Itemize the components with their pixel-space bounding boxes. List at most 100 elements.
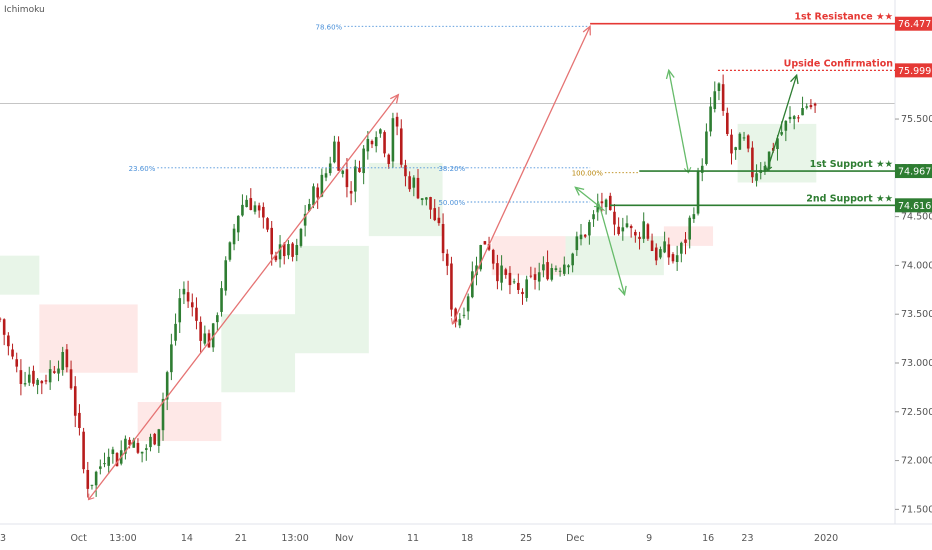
candle-body [592,214,595,220]
x-tick-label: 11 [407,533,419,544]
candle-body [111,449,115,454]
price-axis[interactable]: 76.50076.00075.50075.00074.50074.00073.5… [894,0,932,524]
candle-body [140,451,144,454]
candle-body [441,223,445,254]
candle-body [471,271,474,298]
x-tick-label: 18 [461,533,473,544]
candle-body [23,383,27,385]
candle-body [241,204,244,216]
candle-body [713,91,717,109]
candle-body [73,386,77,416]
candle-body [90,484,94,486]
candle-body [751,147,754,178]
trend-arrow-tail [450,317,458,325]
trend-arrow [451,26,591,325]
y-tick-label: 74.000 [901,260,932,271]
candle-body [312,186,315,206]
candle-body [48,369,52,383]
candle-body [755,173,758,181]
time-axis[interactable]: 23 Oct 13:00 14 21 13:00 Nov 11 18 25 Dec 9 16 23 2020 [0,523,932,544]
candle-body [186,292,190,302]
projection-arrow-head [665,68,675,80]
candle-body [738,133,742,150]
candle-body [621,227,625,232]
level-label: Upside Confirmation [784,58,894,69]
level-label: 1st Resistance ★★ [794,12,893,23]
candle-body [696,171,700,214]
candle-body [717,83,721,91]
candle-body [608,195,612,211]
price-tag [895,16,932,31]
candle-body [57,368,60,374]
candle-body [190,302,194,308]
trend-arrow-tail [87,493,95,501]
projection-arrow [599,206,626,295]
candle-body [291,243,294,257]
candle-body [546,262,549,280]
x-tick-label: 16 [702,533,714,544]
candle-body [412,177,416,188]
x-tick-label: Oct [70,533,87,544]
projection-arrow-tail [683,166,692,174]
y-tick-label: 72.500 [901,407,932,418]
kumo-span [39,304,138,373]
candle-body [383,132,386,154]
candle-body [362,148,365,174]
candle-body [646,224,650,239]
candle-body [809,105,813,108]
candle-body [303,213,307,226]
candle-body [521,291,524,295]
candle-body [295,244,299,255]
candle-body [659,249,662,258]
candle-body [445,253,449,266]
candle-body [128,439,131,445]
candle-body [94,471,98,486]
candle-body [324,173,328,178]
candle-body [479,245,482,270]
x-tick-label: 13:00 [281,533,308,544]
candle-body [517,282,520,290]
candle-body [596,204,600,213]
y-tick-label: 74.500 [901,212,932,223]
candle-body [504,269,508,275]
candle-body [680,242,683,254]
candle-body [149,436,152,448]
candle-body [299,228,303,246]
candle-body [199,321,202,341]
candle-body [617,226,620,235]
kumo-span [295,245,369,354]
trend-arrow-head [790,73,799,85]
candle-body [211,323,215,348]
candle-body [721,84,725,111]
candle-body [27,374,31,383]
candle-body [61,352,64,370]
candle-body [588,222,591,236]
candle-body [746,135,750,149]
candle-body [195,307,198,321]
candle-body [262,206,265,218]
candle-body [805,106,809,108]
fib-level-label: 38.20% [438,165,465,173]
candle-body [349,190,353,194]
x-tick-label: 9 [646,533,652,544]
candle-body [328,163,332,174]
candle-body [496,263,499,282]
candle-body [726,112,729,134]
candle-body [224,260,228,291]
candle-body [341,170,345,174]
fib-level-label: 100.00% [572,170,603,178]
projection-arrow [574,186,601,208]
kumo-span [491,236,566,276]
candle-body [274,255,278,261]
candle-body [387,154,391,164]
candle-body [776,138,779,150]
candle-body [437,217,441,224]
candle-body [462,314,466,316]
candle-body [416,177,420,199]
price-tag [895,198,932,213]
y-tick-label: 73.000 [901,358,932,369]
candle-body [650,240,654,252]
x-tick-label: 25 [520,533,532,544]
candle-body [44,380,48,382]
